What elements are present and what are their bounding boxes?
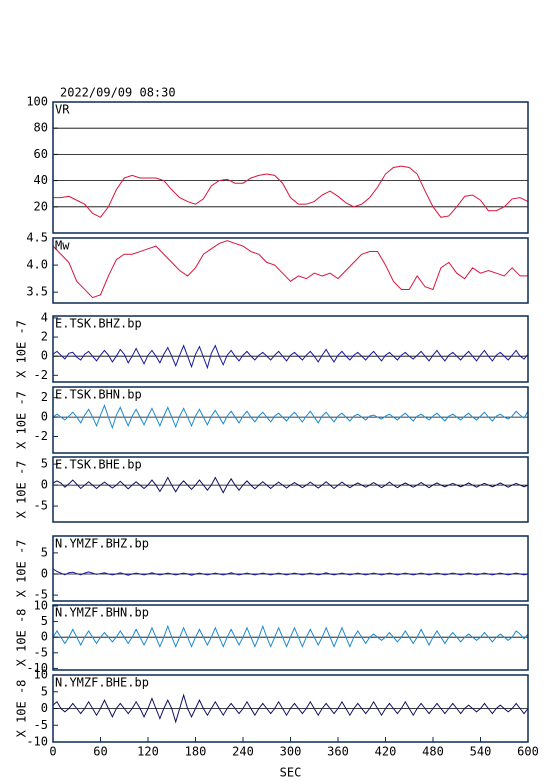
y-tick-label: 4: [41, 310, 48, 324]
chart-title: 2022/09/09 08:30: [60, 86, 176, 100]
y-tick-label: -5: [34, 718, 48, 732]
y-tick-label: 5: [41, 614, 48, 628]
panel-label: N.YMZF.BHE.bp: [55, 676, 149, 690]
y-tick-label: 4.0: [26, 258, 48, 272]
panel-frame: [52, 101, 529, 234]
panel-label: VR: [55, 103, 70, 117]
trace: [53, 476, 528, 494]
x-tick-label: 540: [470, 745, 492, 759]
y-tick-label: -10: [26, 661, 48, 675]
panel-frame: [52, 386, 529, 454]
y-axis-label: X 10E -7: [15, 391, 29, 449]
panel-label: Mw: [55, 239, 70, 253]
y-tick-label: 2: [41, 330, 48, 344]
y-tick-label: 80: [34, 121, 48, 135]
trace: [53, 165, 528, 218]
panel-label: E.TSK.BHN.bp: [55, 388, 142, 402]
y-tick-label: 3.5: [26, 285, 48, 299]
panel-frame: [52, 456, 529, 523]
y-tick-label: 2: [41, 390, 48, 404]
y-tick-label: 0: [41, 566, 48, 580]
trace: [53, 240, 528, 299]
panel-frame: [52, 604, 529, 671]
trace: [53, 344, 528, 370]
x-tick-label: 180: [185, 745, 207, 759]
y-tick-label: 0: [41, 410, 48, 424]
panel-label: E.TSK.BHE.bp: [55, 458, 142, 472]
x-tick-label: 120: [137, 745, 159, 759]
y-axis-label: X 10E -7: [15, 320, 29, 378]
y-tick-label: 5: [41, 545, 48, 559]
x-tick-label: 300: [280, 745, 302, 759]
y-tick-label: 100: [26, 95, 48, 109]
y-tick-label: 0: [41, 478, 48, 492]
x-tick-label: 0: [49, 745, 56, 759]
trace: [53, 693, 528, 724]
x-tick-label: 240: [232, 745, 254, 759]
x-tick-label: 360: [327, 745, 349, 759]
y-tick-label: -10: [26, 735, 48, 749]
y-tick-label: -5: [34, 588, 48, 602]
y-axis-label: X 10E -7: [15, 461, 29, 519]
panel-label: E.TSK.BHZ.bp: [55, 317, 142, 331]
y-tick-label: 40: [34, 173, 48, 187]
panel-frame: [52, 535, 529, 602]
y-tick-label: -2: [34, 429, 48, 443]
panel-label: N.YMZF.BHZ.bp: [55, 537, 149, 551]
x-tick-label: 600: [517, 745, 539, 759]
trace: [53, 568, 528, 576]
x-tick-label: 420: [375, 745, 397, 759]
y-tick-label: 5: [41, 684, 48, 698]
y-tick-label: 60: [34, 147, 48, 161]
y-tick-label: 0: [41, 349, 48, 363]
y-tick-label: -2: [34, 368, 48, 382]
panel-label: N.YMZF.BHN.bp: [55, 606, 149, 620]
y-tick-label: 4.5: [26, 231, 48, 245]
y-tick-label: 10: [34, 598, 48, 612]
trace: [53, 624, 528, 648]
y-tick-label: 5: [41, 457, 48, 471]
panel-frame: [52, 315, 529, 383]
y-tick-label: 10: [34, 668, 48, 682]
x-axis-label: SEC: [280, 766, 302, 780]
y-tick-label: -5: [34, 499, 48, 513]
x-tick-label: 60: [93, 745, 107, 759]
y-tick-label: -5: [34, 645, 48, 659]
y-tick-label: 0: [41, 701, 48, 715]
y-tick-label: 20: [34, 199, 48, 213]
y-axis-label: X 10E -8: [15, 609, 29, 667]
trace: [53, 404, 528, 430]
panel-frame: [52, 237, 529, 304]
x-tick-label: 480: [422, 745, 444, 759]
y-axis-label: X 10E -8: [15, 680, 29, 738]
y-axis-label: X 10E -7: [15, 540, 29, 598]
y-tick-label: 0: [41, 630, 48, 644]
